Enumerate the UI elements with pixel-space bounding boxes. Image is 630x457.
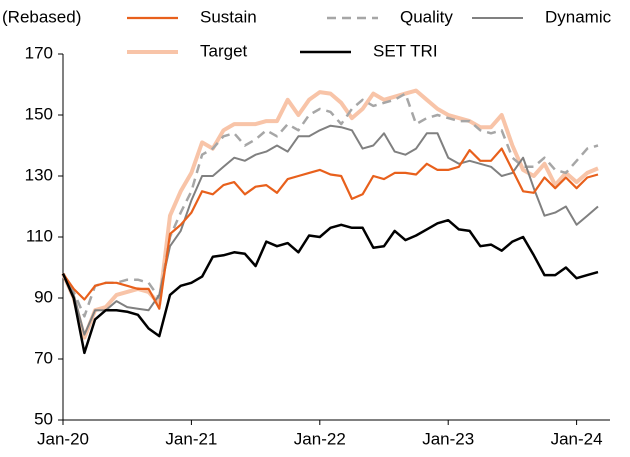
y-tick-label: 70 bbox=[34, 348, 53, 367]
x-tick-label: Jan-24 bbox=[551, 429, 603, 448]
x-tick-label: Jan-20 bbox=[37, 429, 89, 448]
legend-label: Dynamic bbox=[545, 7, 612, 26]
legend-label: Quality bbox=[400, 7, 453, 26]
series-line bbox=[62, 124, 599, 336]
y-tick-label: 50 bbox=[34, 409, 53, 428]
x-tick-label: Jan-22 bbox=[294, 429, 346, 448]
y-tick-label: 110 bbox=[26, 226, 53, 245]
series-line bbox=[61, 92, 599, 318]
series-line bbox=[61, 218, 599, 355]
y-tick-label: 90 bbox=[34, 287, 53, 306]
series-line bbox=[62, 147, 599, 310]
legend-label: Target bbox=[200, 41, 248, 60]
legend-label: SET TRI bbox=[373, 41, 438, 60]
legend-label: Sustain bbox=[200, 7, 257, 26]
y-axis-label: (Rebased) bbox=[2, 7, 81, 26]
x-tick-label: Jan-21 bbox=[165, 429, 217, 448]
x-tick-label: Jan-23 bbox=[422, 429, 474, 448]
y-tick-label: 170 bbox=[25, 43, 53, 62]
y-tick-label: 150 bbox=[25, 104, 53, 123]
y-tick-label: 130 bbox=[25, 165, 53, 184]
series-line bbox=[61, 88, 599, 340]
